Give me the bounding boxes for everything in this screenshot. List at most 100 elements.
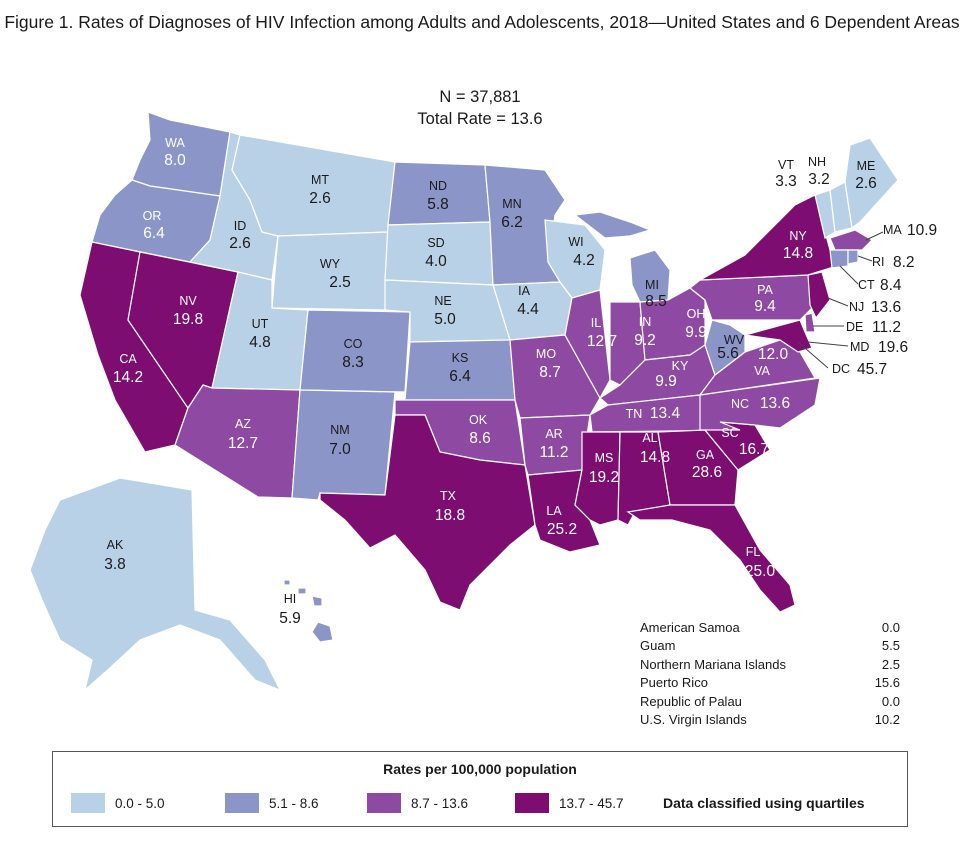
state-hi-kauai[interactable] (283, 579, 291, 586)
state-ct[interactable] (829, 249, 849, 269)
state-hi-oahu[interactable] (297, 587, 307, 595)
abbr-la: LA (546, 504, 562, 518)
rate-vt: 3.3 (775, 173, 797, 190)
label-ia: IA 4.4 (517, 284, 539, 318)
state-fl[interactable] (626, 504, 796, 613)
rate-ny: 14.8 (783, 245, 813, 262)
rate-ma: 10.9 (907, 222, 937, 239)
rate-md: 19.6 (878, 339, 908, 356)
abbr-az: AZ (235, 417, 251, 431)
abbr-me: ME (857, 159, 876, 173)
abbr-ms: MS (595, 451, 614, 465)
label-ok: OK 8.6 (469, 413, 491, 447)
label-tn: TN 13.4 (626, 405, 681, 422)
label-nd: ND 5.8 (427, 179, 449, 213)
state-ga[interactable] (657, 429, 739, 506)
state-co[interactable] (299, 309, 411, 393)
total-rate: Total Rate = 13.6 (417, 110, 543, 128)
abbr-nh: NH (808, 155, 826, 169)
rate-ar: 11.2 (539, 444, 568, 461)
abbr-wa: WA (165, 136, 185, 150)
territory-row: Republic of Palau 0.0 (640, 693, 900, 711)
territory-rate: 0.0 (881, 693, 900, 709)
label-mt: MT 2.6 (309, 173, 331, 207)
state-mi-upper[interactable] (573, 211, 652, 239)
abbr-ga: GA (696, 448, 715, 462)
state-md[interactable] (744, 319, 813, 353)
state-hi-big[interactable] (311, 621, 334, 643)
leader-nj (827, 297, 849, 307)
abbr-mt: MT (311, 173, 329, 187)
abbr-md: MD (850, 340, 869, 354)
label-ca: CA 14.2 (113, 352, 143, 386)
abbr-wy: WY (320, 257, 341, 271)
rate-me: 2.6 (855, 175, 877, 192)
leader-lines (797, 231, 884, 369)
state-pa[interactable] (689, 274, 816, 321)
state-wy[interactable] (271, 231, 389, 311)
label-pa: PA9.4 (754, 283, 776, 315)
legend-item-q2: 5.1 - 8.6 (225, 793, 319, 813)
abbr-co: CO (344, 337, 363, 351)
legend-label: 8.7 - 13.6 (411, 795, 469, 811)
label-id: ID 2.6 (229, 219, 251, 252)
state-hi-maui[interactable] (311, 595, 323, 607)
label-al: AL 14.8 (640, 431, 670, 466)
abbr-ar: AR (545, 427, 562, 441)
label-dc: DC 45.7 (832, 361, 887, 378)
rate-ks: 6.4 (449, 368, 471, 385)
abbr-de: DE (846, 320, 863, 334)
label-fl: FL 25.0 (745, 545, 776, 580)
state-ak[interactable] (29, 477, 282, 692)
rate-ut: 4.8 (249, 334, 271, 351)
state-ma[interactable] (829, 229, 873, 251)
abbr-ak: AK (107, 538, 124, 552)
rate-ga: 28.6 (692, 464, 722, 481)
rate-nv: 19.8 (173, 311, 203, 328)
label-nh: NH 3.2 (808, 155, 830, 188)
abbr-ky: KY (672, 359, 689, 373)
abbr-nv: NV (179, 294, 197, 308)
abbr-oh: OH (687, 307, 706, 321)
legend-swatch (225, 793, 259, 813)
territory-rate: 15.6 (874, 675, 900, 691)
rate-ky: 9.9 (655, 373, 677, 390)
rate-in: 9.2 (634, 332, 656, 349)
label-wi: WI 4.2 (568, 235, 594, 269)
territory-name: Northern Mariana Islands (640, 656, 786, 672)
abbr-ca: CA (119, 352, 137, 366)
label-ks: KS 6.4 (449, 351, 471, 385)
label-nc: NC 13.6 (731, 395, 790, 412)
abbr-hi: HI (284, 592, 297, 606)
leader-ct (839, 265, 859, 285)
rate-co: 8.3 (342, 354, 364, 371)
state-nj[interactable] (807, 271, 831, 320)
state-nd[interactable] (387, 161, 491, 226)
abbr-mn: MN (502, 197, 521, 211)
rate-az: 12.7 (228, 435, 258, 452)
abbr-id: ID (234, 219, 247, 233)
territory-row: Puerto Rico 15.6 (640, 674, 900, 692)
abbr-or: OR (143, 209, 162, 223)
label-sd: SD 4.0 (425, 236, 447, 270)
rate-ms: 19.2 (589, 469, 619, 486)
territory-name: American Samoa (640, 620, 740, 635)
state-il[interactable] (564, 289, 611, 400)
leader-ri (857, 255, 873, 262)
legend-label: 5.1 - 8.6 (269, 795, 319, 811)
state-ri[interactable] (847, 249, 859, 265)
abbr-ut: UT (252, 317, 269, 331)
rate-ne: 5.0 (434, 311, 456, 328)
legend-label: 0.0 - 5.0 (115, 795, 165, 811)
label-vt: VT3.3 (775, 158, 797, 190)
label-la: LA 25.2 (546, 504, 577, 538)
state-de[interactable] (804, 312, 816, 333)
state-tx[interactable] (319, 414, 536, 611)
label-ky: KY9.9 (655, 359, 689, 390)
rate-ct: 8.4 (880, 277, 902, 294)
state-me[interactable] (844, 137, 899, 230)
rate-sc: 16.7 (739, 441, 769, 458)
label-mo: MO 8.7 (536, 347, 561, 381)
